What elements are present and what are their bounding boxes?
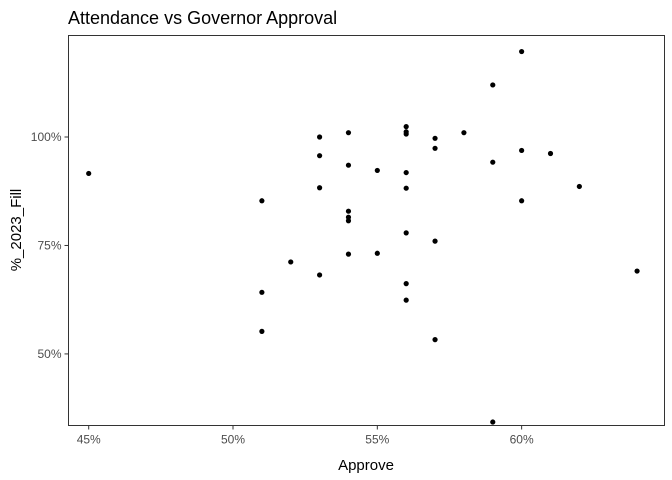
plot-panel: [68, 35, 665, 426]
data-point-36: [519, 198, 525, 204]
data-point-39: [634, 268, 640, 274]
y-tick-label: 75%: [37, 238, 61, 252]
x-tick-label: 45%: [77, 433, 101, 447]
data-point-10: [345, 130, 352, 136]
data-point-37: [547, 150, 554, 157]
data-point-17: [374, 250, 380, 256]
y-tick-label: 50%: [37, 347, 61, 361]
data-point-15: [345, 251, 352, 257]
chart-title: Attendance vs Governor Approval: [68, 8, 337, 28]
data-point-12: [345, 208, 352, 214]
data-point-35: [519, 147, 525, 154]
data-point-23: [403, 230, 409, 236]
data-point-18: [403, 124, 409, 130]
y-axis: 50% 75% 100%: [31, 130, 69, 361]
data-point-26: [432, 135, 438, 141]
data-point-6: [317, 134, 323, 140]
data-point-11: [345, 162, 352, 168]
x-tick-label: 50%: [221, 433, 245, 447]
x-tick-label: 60%: [510, 433, 534, 447]
data-point-32: [490, 159, 496, 165]
data-points: [86, 48, 640, 425]
data-point-7: [317, 153, 323, 159]
data-point-28: [432, 238, 438, 244]
data-point-8: [317, 185, 323, 191]
data-point-16: [374, 167, 380, 174]
data-point-30: [461, 130, 467, 136]
data-point-27: [432, 145, 438, 151]
data-point-29: [432, 337, 438, 343]
data-point-34: [519, 48, 525, 55]
y-axis-title: %_2023_Fill: [8, 189, 25, 272]
y-tick-label: 100%: [31, 130, 62, 144]
data-point-2: [259, 198, 265, 204]
data-point-20: [403, 131, 409, 137]
x-tick-label: 55%: [365, 433, 389, 447]
data-point-24: [403, 281, 409, 287]
data-point-14: [345, 218, 352, 224]
panel-border: [68, 35, 665, 426]
data-point-5: [288, 259, 294, 265]
data-point-4: [259, 328, 265, 334]
data-point-3: [259, 289, 265, 295]
data-point-31: [490, 82, 496, 88]
data-point-25: [403, 297, 409, 303]
x-axis: 45% 50% 55% 60%: [77, 425, 534, 447]
data-point-22: [403, 185, 409, 191]
data-point-33: [490, 419, 496, 425]
data-point-38: [576, 183, 582, 190]
x-axis-title: Approve: [338, 457, 394, 474]
data-point-21: [403, 169, 409, 176]
data-point-9: [317, 272, 323, 278]
data-point-1: [86, 170, 92, 177]
